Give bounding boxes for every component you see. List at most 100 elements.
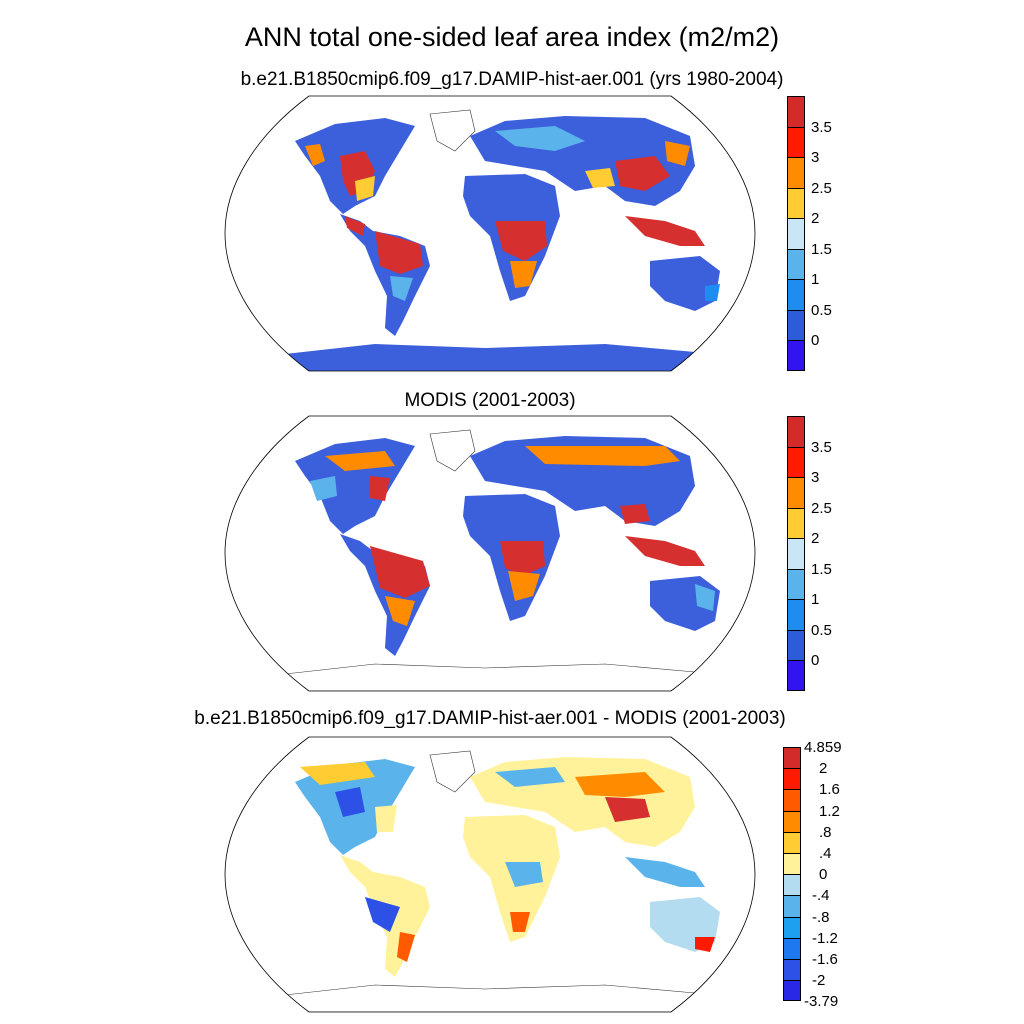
colorbar-tick-label: 2 [819, 760, 828, 778]
australia [650, 256, 720, 311]
colorbar-swatch [783, 874, 801, 896]
colorbar-swatch [783, 895, 801, 917]
colorbar-tick-label: 0 [811, 332, 820, 349]
colorbar-separator [783, 916, 801, 918]
colorbar-tick-label: 0.5 [811, 621, 832, 639]
colorbar-separator [787, 629, 805, 631]
colorbar-tick-label: 0 [819, 866, 828, 884]
colorbar-separator [787, 538, 805, 539]
colorbar-separator [783, 810, 801, 812]
colorbar-tick-label: 3.5 [811, 118, 832, 136]
colorbar-tick-label: 3 [811, 469, 820, 486]
colorbar-swatch [787, 218, 805, 249]
colorbar-swatch [783, 747, 801, 769]
colorbar-tick-label: -.8 [812, 908, 830, 926]
colorbar-tick-label: 1 [811, 271, 820, 288]
colorbar-swatch [787, 538, 805, 569]
colorbar-separator [783, 831, 801, 833]
colorbar-swatch [787, 568, 805, 599]
panel-2-subtitle: MODIS (2001-2003) [404, 390, 576, 411]
colorbar-swatch [787, 96, 805, 127]
colorbar-swatch [783, 853, 801, 875]
colorbar-separator [787, 477, 805, 478]
colorbar-swatch [787, 187, 805, 218]
colorbar-separator [787, 157, 805, 158]
colorbar-swatch [787, 629, 805, 660]
colorbar-tick-label: .4 [819, 845, 832, 862]
colorbar-tick-label: -2 [812, 972, 826, 990]
colorbar-swatch [783, 789, 801, 811]
colorbar-separator [787, 599, 805, 600]
colorbar-tick-label: 1 [811, 591, 820, 608]
colorbar-tick-label: 2.5 [811, 499, 832, 517]
colorbar-separator [787, 446, 805, 448]
indonesia [625, 536, 705, 566]
colorbar-separator [787, 279, 805, 280]
colorbar-tick-label: .8 [819, 823, 832, 841]
colorbar-swatch [787, 446, 805, 477]
colorbar-tick-label: 2.5 [811, 179, 832, 197]
antarctica [225, 984, 755, 1012]
colorbar-swatch [783, 959, 801, 981]
greenland [429, 750, 476, 793]
colorbar-tick-label: 2 [811, 530, 820, 547]
colorbar-separator [787, 248, 805, 250]
colorbar-tick-label: 3.5 [811, 438, 832, 456]
colorbar-swatch [783, 831, 801, 853]
colorbar-swatch [787, 279, 805, 310]
colorbar-tick-label: 1.6 [819, 781, 840, 799]
colorbar-tick-label: 2 [811, 210, 820, 227]
colorbar-separator [787, 126, 805, 128]
colorbar-tick-label: -1.6 [812, 951, 838, 968]
figure-title: ANN total one-sided leaf area index (m2/… [244, 22, 780, 52]
antarctica [225, 663, 755, 691]
colorbar-tick-label: -1.2 [812, 929, 838, 947]
colorbar-tick-label: 0.5 [811, 301, 832, 319]
colorbar-swatch [787, 599, 805, 630]
greenland [429, 429, 476, 472]
colorbar-separator [787, 507, 805, 509]
colorbar-separator [787, 187, 805, 189]
colorbar-swatch [787, 248, 805, 279]
colorbar-separator [783, 895, 801, 897]
panel-1-subtitle: b.e21.B1850cmip6.f09_g17.DAMIP-hist-aer.… [240, 69, 784, 90]
map-difference [224, 736, 756, 1013]
colorbar-swatch [787, 340, 805, 371]
colorbar-tick-label: 3 [811, 149, 820, 166]
colorbar-separator [787, 568, 805, 570]
map-model-lai [224, 95, 756, 372]
colorbar-swatch [783, 768, 801, 790]
colorbar-tick-label: 1.5 [811, 560, 832, 578]
colorbar-separator [783, 874, 801, 876]
colorbar-separator [783, 789, 801, 791]
colorbar-separator [783, 853, 801, 854]
antarctica [225, 344, 755, 371]
greenland [429, 109, 476, 152]
colorbar-tick-label: 0 [811, 652, 820, 669]
map-modis-lai [224, 415, 756, 692]
colorbar-separator [787, 309, 805, 311]
indonesia [625, 857, 705, 887]
colorbar-separator [783, 980, 801, 982]
colorbar-swatch [787, 660, 805, 691]
colorbar-tick-label: 1.5 [811, 240, 832, 258]
colorbar-swatch [783, 980, 801, 1002]
colorbar-separator [787, 218, 805, 219]
colorbar-tick-label: -.4 [812, 887, 830, 905]
africa [463, 815, 560, 942]
colorbar-swatch [787, 477, 805, 508]
colorbar-separator [783, 768, 801, 770]
colorbar-tick-label: 1.2 [819, 802, 840, 820]
colorbar-swatch [787, 507, 805, 538]
colorbar-separator [787, 660, 805, 661]
colorbar-swatch [787, 309, 805, 340]
colorbar-tick-label: -3.79 [804, 993, 839, 1011]
colorbar-separator [787, 340, 805, 341]
colorbar-separator [783, 959, 801, 960]
indonesia [625, 216, 705, 246]
colorbar-swatch [787, 416, 805, 447]
colorbar-swatch [783, 916, 801, 938]
colorbar-swatch [787, 157, 805, 188]
south-america [340, 214, 430, 336]
colorbar-swatch [787, 126, 805, 157]
